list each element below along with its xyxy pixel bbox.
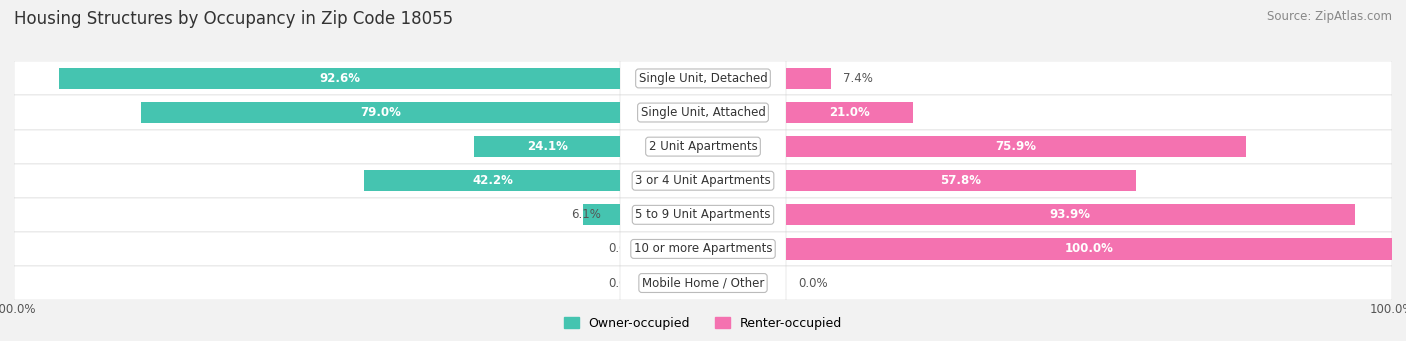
Bar: [620, 232, 786, 266]
Bar: [786, 68, 831, 89]
Text: 5 to 9 Unit Apartments: 5 to 9 Unit Apartments: [636, 208, 770, 221]
Text: 21.0%: 21.0%: [830, 106, 870, 119]
Text: 2 Unit Apartments: 2 Unit Apartments: [648, 140, 758, 153]
Text: 7.4%: 7.4%: [842, 72, 873, 85]
Bar: [620, 95, 786, 130]
Bar: [14, 266, 620, 300]
Text: 92.6%: 92.6%: [319, 72, 360, 85]
Bar: [14, 232, 1406, 266]
Bar: [0, 130, 1392, 164]
Text: Source: ZipAtlas.com: Source: ZipAtlas.com: [1267, 10, 1392, 23]
Bar: [14, 198, 620, 232]
Text: 0.0%: 0.0%: [609, 277, 638, 290]
Bar: [786, 136, 1246, 157]
Text: 24.1%: 24.1%: [527, 140, 568, 153]
Bar: [0, 130, 1406, 164]
Bar: [0, 95, 1406, 130]
Bar: [620, 198, 786, 232]
Text: 75.9%: 75.9%: [995, 140, 1036, 153]
Bar: [474, 136, 620, 157]
Legend: Owner-occupied, Renter-occupied: Owner-occupied, Renter-occupied: [558, 312, 848, 335]
Bar: [786, 266, 1392, 300]
Bar: [142, 102, 620, 123]
Bar: [0, 164, 1406, 198]
Text: 10 or more Apartments: 10 or more Apartments: [634, 242, 772, 255]
Bar: [786, 164, 1392, 198]
Text: 6.1%: 6.1%: [571, 208, 602, 221]
Bar: [786, 170, 1136, 191]
Bar: [0, 232, 1392, 266]
Bar: [620, 164, 786, 198]
Bar: [786, 130, 1392, 164]
Bar: [14, 61, 620, 95]
Bar: [14, 95, 620, 130]
Bar: [786, 238, 1392, 260]
Bar: [14, 164, 1406, 198]
Text: 79.0%: 79.0%: [360, 106, 401, 119]
Bar: [786, 198, 1392, 232]
Bar: [0, 198, 1406, 232]
Bar: [786, 95, 1392, 130]
Bar: [59, 68, 620, 89]
Bar: [14, 61, 1406, 95]
Bar: [364, 170, 620, 191]
Bar: [0, 61, 1406, 95]
Bar: [786, 61, 1392, 95]
Bar: [620, 130, 786, 164]
Bar: [14, 130, 620, 164]
Bar: [14, 164, 620, 198]
Bar: [14, 232, 620, 266]
Text: 0.0%: 0.0%: [609, 242, 638, 255]
Bar: [0, 164, 1392, 198]
Text: 57.8%: 57.8%: [941, 174, 981, 187]
Text: Housing Structures by Occupancy in Zip Code 18055: Housing Structures by Occupancy in Zip C…: [14, 10, 453, 28]
Bar: [786, 232, 1392, 266]
Bar: [14, 130, 1406, 164]
Bar: [786, 204, 1355, 225]
Bar: [786, 102, 912, 123]
Bar: [0, 232, 1406, 266]
Bar: [0, 61, 1392, 95]
Bar: [0, 266, 1392, 300]
Bar: [0, 95, 1392, 130]
Text: Single Unit, Detached: Single Unit, Detached: [638, 72, 768, 85]
Bar: [620, 61, 786, 95]
Text: 42.2%: 42.2%: [472, 174, 513, 187]
Text: 100.0%: 100.0%: [1064, 242, 1114, 255]
Bar: [0, 266, 1406, 300]
Bar: [14, 266, 1406, 300]
Bar: [0, 198, 1392, 232]
Text: Mobile Home / Other: Mobile Home / Other: [641, 277, 765, 290]
Text: 3 or 4 Unit Apartments: 3 or 4 Unit Apartments: [636, 174, 770, 187]
Text: Single Unit, Attached: Single Unit, Attached: [641, 106, 765, 119]
Text: 0.0%: 0.0%: [797, 277, 827, 290]
Bar: [14, 95, 1406, 130]
Bar: [583, 204, 620, 225]
Bar: [620, 266, 786, 300]
Text: 93.9%: 93.9%: [1050, 208, 1091, 221]
Bar: [14, 198, 1406, 232]
